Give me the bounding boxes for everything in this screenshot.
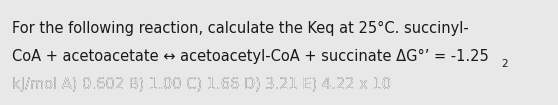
Text: CoA + acetoacetate ↔ acetoacetyl-CoA + succinate ΔG°’ = -1.25: CoA + acetoacetate ↔ acetoacetyl-CoA + s… [12, 49, 489, 64]
Text: kJ/mol A) 0.602 B) 1.00 C) 1.66 D) 3.21 E) 4.22 x 10: kJ/mol A) 0.602 B) 1.00 C) 1.66 D) 3.21 … [12, 77, 391, 91]
Text: For the following reaction, calculate the Keq at 25°C. succinyl-: For the following reaction, calculate th… [12, 20, 469, 35]
Text: kJ/mol A) 0.602 B) 1.00 C) 1.66 D) 3.21 E) 4.22 x 102: kJ/mol A) 0.602 B) 1.00 C) 1.66 D) 3.21 … [12, 77, 401, 91]
Text: 2: 2 [501, 59, 508, 69]
